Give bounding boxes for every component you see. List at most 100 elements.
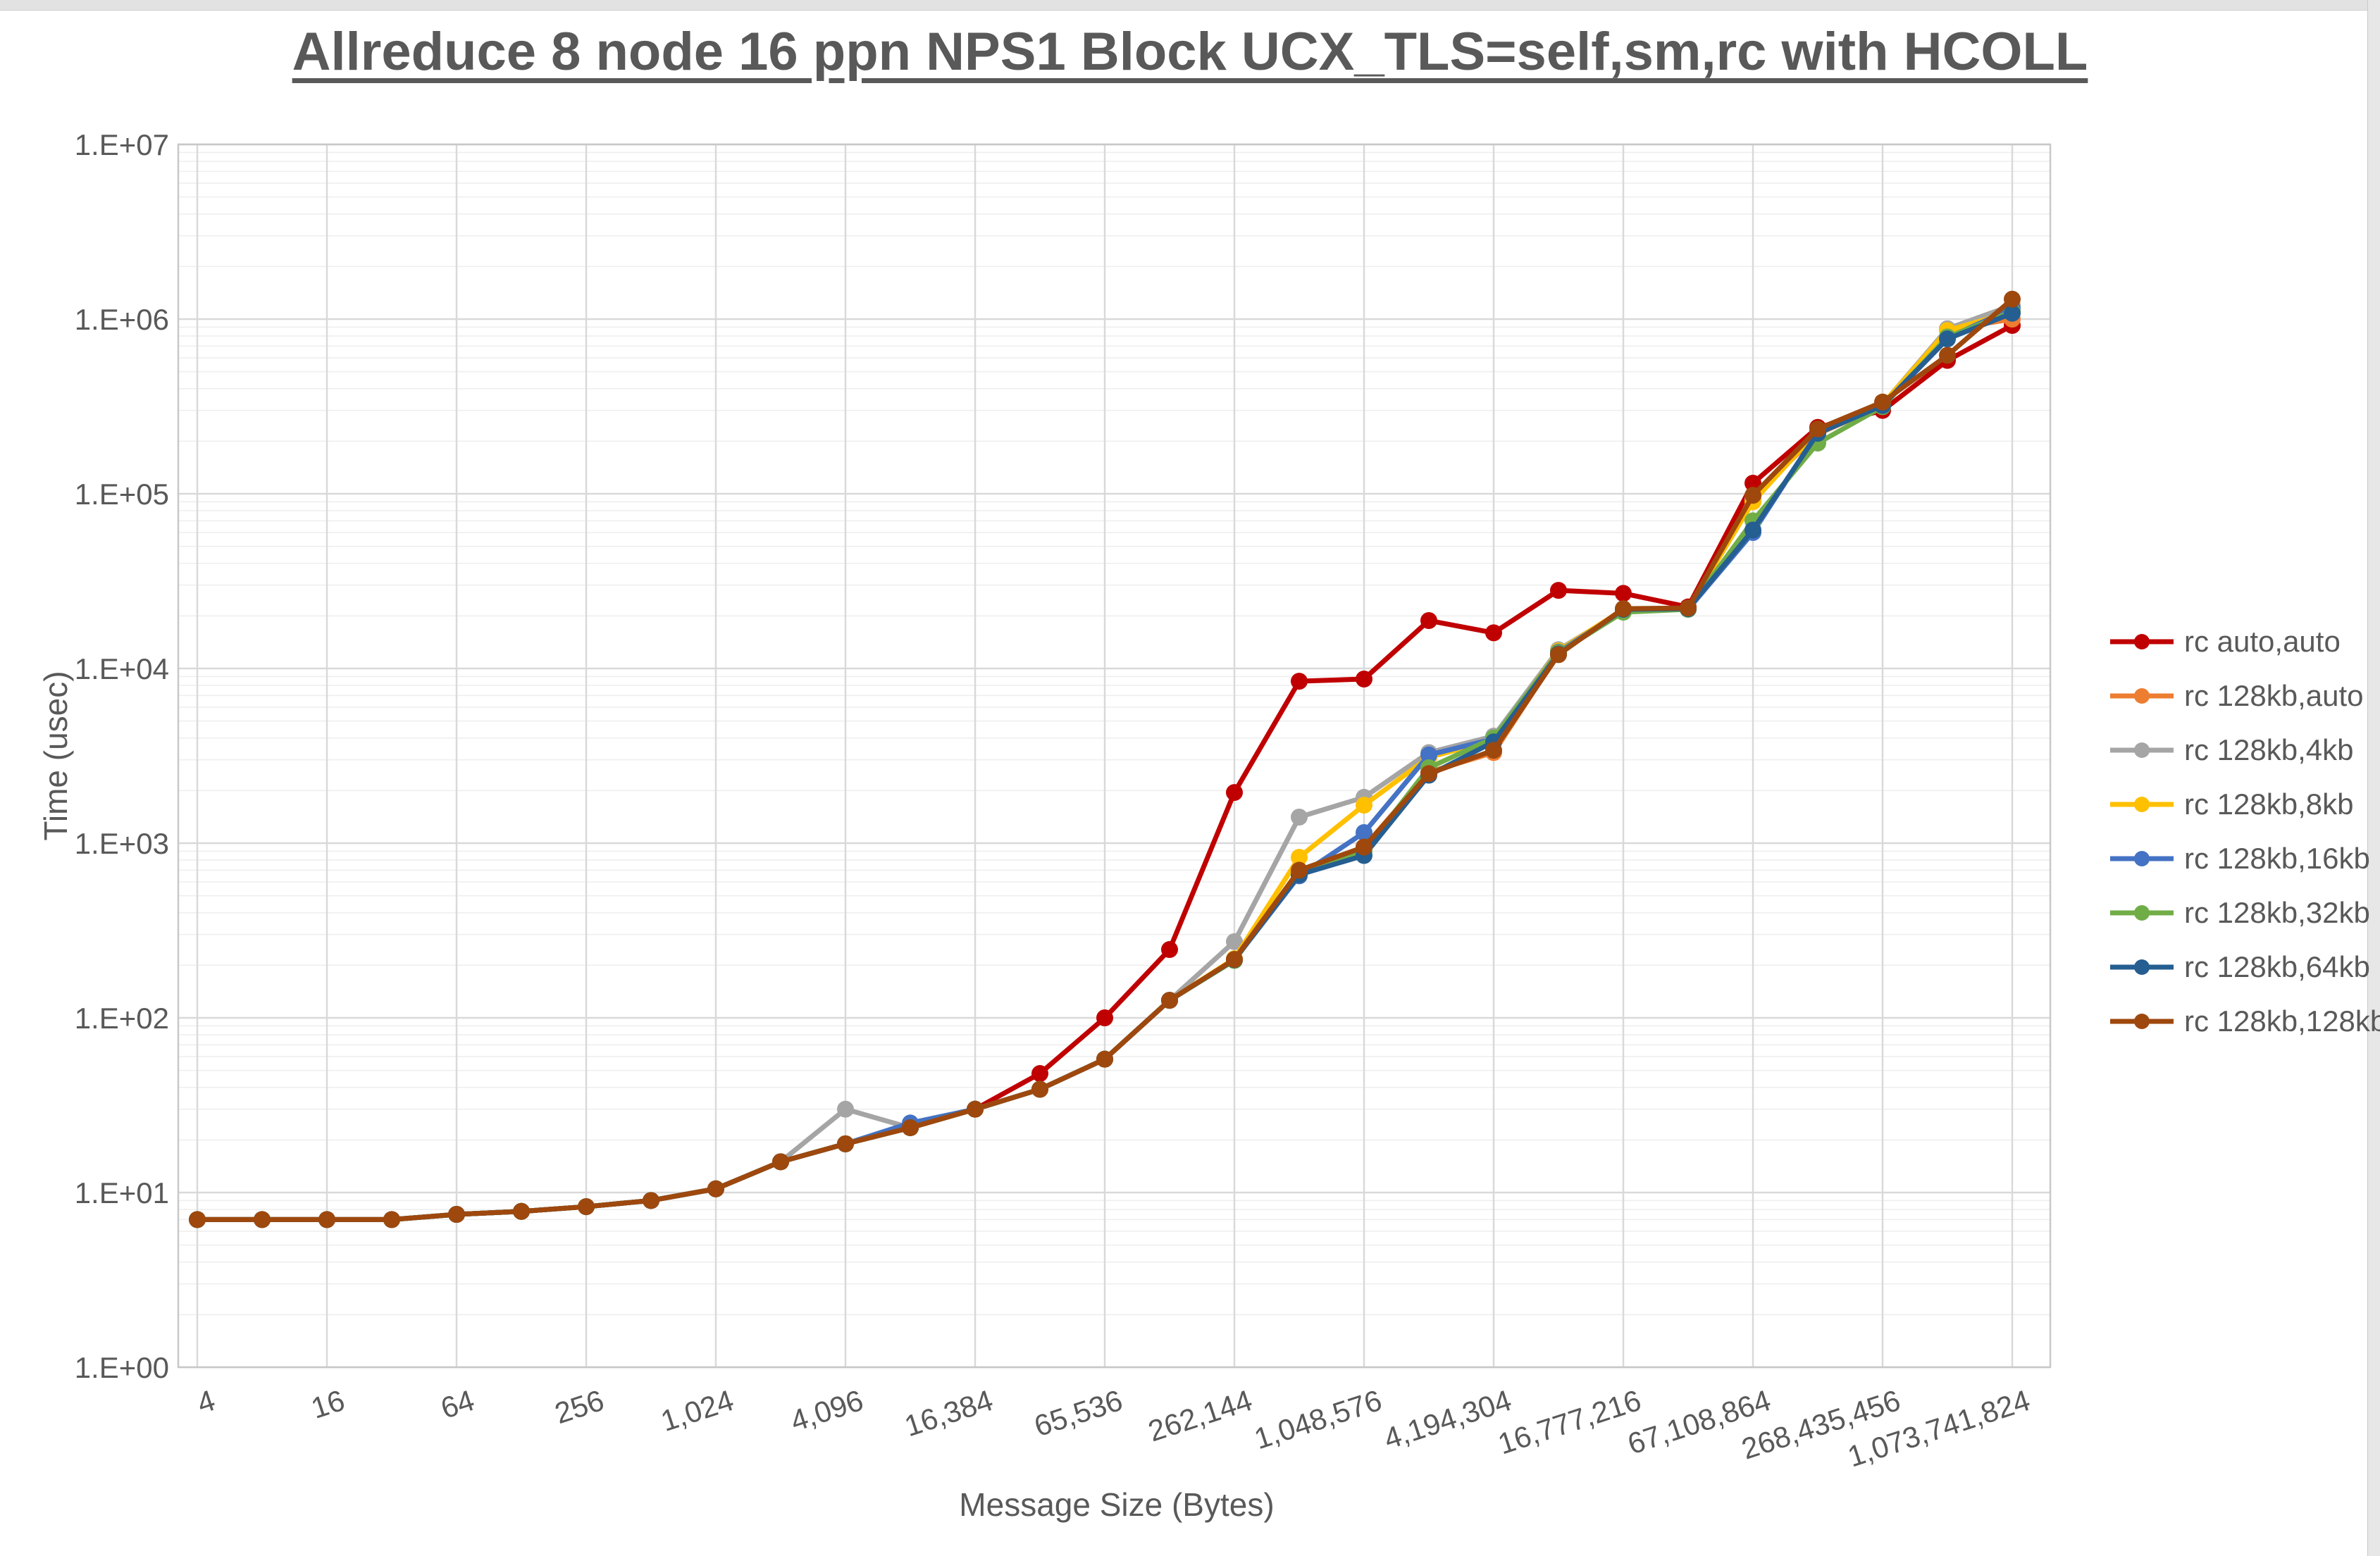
legend-label: rc 128kb,64kb [2184, 950, 2370, 983]
x-tick-label: 16,384 [900, 1383, 997, 1443]
plot-border [177, 143, 2052, 1369]
legend-dot-marker [2134, 742, 2150, 758]
series-dot-rc-128kb-128kb-2097152 [1420, 765, 1437, 783]
series-dot-rc-128kb-128kb-536870912 [1939, 347, 1956, 364]
legend-label: rc 128kb,8kb [2184, 788, 2353, 821]
series-dot-rc-128kb-128kb-268435456 [1874, 393, 1891, 411]
window-top-strip [0, 0, 2380, 11]
window-right-strip [2367, 0, 2380, 1556]
y-tick-label: 1.E+06 [75, 303, 169, 336]
x-tick-label: 1,048,576 [1251, 1383, 1386, 1455]
series-dot-rc-auto-auto-1048576 [1356, 670, 1372, 687]
chart-title: Allreduce 8 node 16 ppn NPS1 Block UCX_T… [292, 22, 2088, 82]
series-dot-rc-128kb-128kb-4194304 [1485, 742, 1502, 759]
x-tick-label: 4 [193, 1383, 219, 1420]
plot-area-border [177, 143, 2052, 1369]
series-dot-rc-128kb-4kb-262144 [1226, 933, 1243, 950]
legend-dot-marker [2134, 797, 2150, 812]
y-tick-label: 1.E+03 [75, 827, 169, 860]
series-dot-rc-128kb-128kb-4096 [837, 1135, 854, 1152]
legend-dot-marker [2134, 1014, 2150, 1029]
series-dot-rc-auto-auto-524288 [1291, 673, 1308, 690]
x-tick-label: 262,144 [1144, 1383, 1256, 1448]
major-gridlines [178, 143, 2050, 1369]
series-dot-rc-128kb-128kb-65536 [1096, 1050, 1113, 1068]
legend-label: rc 128kb,32kb [2184, 896, 2370, 929]
series-dot-rc-128kb-128kb-2048 [772, 1153, 789, 1171]
legend-item-rc-128kb-128kb: rc 128kb,128kb [2110, 1004, 2380, 1038]
series-dot-rc-128kb-4kb-4096 [837, 1100, 854, 1118]
legend-item-rc-128kb-auto: rc 128kb,auto [2110, 679, 2364, 712]
series-dot-rc-auto-auto-65536 [1096, 1009, 1113, 1026]
legend-dot-marker [2134, 959, 2150, 975]
legend-dot-marker [2134, 688, 2150, 704]
y-tick-label: 1.E+05 [75, 478, 169, 511]
series-dot-rc-128kb-128kb-1073741824 [2004, 290, 2021, 308]
series-dot-rc-128kb-16kb-2097152 [1420, 746, 1437, 764]
series-dot-rc-128kb-8kb-524288 [1291, 849, 1308, 866]
y-axis-title: Time (usec) [37, 671, 74, 840]
series-dot-rc-128kb-128kb-256 [578, 1198, 595, 1216]
series-dot-rc-auto-auto-262144 [1226, 784, 1243, 802]
series-dot-rc-auto-auto-131072 [1161, 941, 1178, 959]
x-tick-label: 4,194,304 [1380, 1383, 1516, 1455]
series-dot-rc-auto-auto-2097152 [1420, 612, 1437, 630]
series-dot-rc-128kb-128kb-131072 [1161, 992, 1178, 1009]
legend-item-rc-128kb-8kb: rc 128kb,8kb [2110, 788, 2353, 821]
series-dot-rc-128kb-64kb-67108864 [1744, 521, 1761, 539]
series-dot-rc-128kb-128kb-524288 [1291, 861, 1308, 879]
legend-label: rc 128kb,128kb [2184, 1004, 2380, 1038]
y-tick-label: 1.E+04 [75, 652, 169, 685]
legend-label: rc 128kb,auto [2184, 679, 2364, 712]
y-axis-tick-labels: 1.E+00 1.E+01 1.E+02 1.E+03 1.E+04 1.E+05 1.E+… [75, 128, 169, 1384]
series-dot-rc-128kb-128kb-512 [643, 1192, 659, 1209]
series-dot-rc-128kb-128kb-134217728 [1809, 420, 1826, 437]
series-dot-rc-auto-auto-4194304 [1485, 624, 1502, 642]
series-dot-rc-128kb-16kb-1048576 [1356, 823, 1372, 841]
legend-item-rc-auto-auto: rc auto,auto [2110, 625, 2341, 658]
legend-item-rc-128kb-32kb: rc 128kb,32kb [2110, 896, 2370, 929]
legend-item-rc-128kb-4kb: rc 128kb,4kb [2110, 733, 2353, 766]
series-dot-rc-128kb-128kb-16 [318, 1211, 335, 1228]
series-dot-rc-128kb-128kb-1024 [707, 1180, 724, 1197]
series-dot-rc-128kb-128kb-32 [383, 1211, 400, 1228]
series-dot-rc-128kb-128kb-67108864 [1744, 487, 1761, 504]
series-dot-rc-128kb-128kb-262144 [1226, 951, 1243, 969]
series-dot-rc-128kb-128kb-128 [513, 1202, 530, 1220]
series-dot-rc-128kb-128kb-8192 [902, 1119, 919, 1136]
legend-label: rc 128kb,4kb [2184, 733, 2353, 766]
series-dot-rc-128kb-128kb-8388608 [1550, 646, 1567, 664]
legend-label: rc auto,auto [2184, 625, 2341, 658]
x-axis-tick-labels: 4 16 64 256 1,024 4,096 16,384 65,536 262,1441,0… [193, 1383, 2034, 1474]
series-dot-rc-128kb-128kb-64 [448, 1205, 465, 1223]
y-tick-label: 1.E+02 [75, 1002, 169, 1035]
series-dot-rc-auto-auto-67108864 [1744, 474, 1761, 492]
legend-item-rc-128kb-16kb: rc 128kb,16kb [2110, 842, 2370, 875]
minor-gridlines [178, 151, 2050, 1316]
legend-item-rc-128kb-64kb: rc 128kb,64kb [2110, 950, 2370, 983]
series-dot-rc-128kb-128kb-33554432 [1680, 599, 1697, 617]
series-dot-rc-128kb-64kb-1073741824 [2004, 304, 2021, 322]
x-tick-label: 4,096 [786, 1383, 867, 1438]
y-tick-label: 1.E+00 [75, 1351, 169, 1384]
y-tick-label: 1.E+07 [75, 128, 169, 161]
x-tick-label: 256 [551, 1383, 608, 1430]
vertical-gridlines [196, 144, 2014, 1367]
chart-legend: rc auto,auto rc 128kb,auto rc 128kb,4kb rc … [2110, 625, 2380, 1038]
series-dot-rc-128kb-8kb-1048576 [1356, 797, 1372, 814]
data-series [189, 290, 2021, 1228]
y-tick-label: 1.E+01 [75, 1176, 169, 1209]
legend-label: rc 128kb,16kb [2184, 842, 2370, 875]
x-tick-label: 16,777,216 [1494, 1383, 1644, 1461]
series-dot-rc-128kb-128kb-16384 [967, 1100, 984, 1118]
x-tick-label: 1,024 [657, 1383, 737, 1438]
series-dot-rc-128kb-4kb-524288 [1291, 808, 1308, 826]
series-dot-rc-128kb-64kb-536870912 [1939, 330, 1956, 348]
legend-dot-marker [2134, 905, 2150, 921]
legend-dot-marker [2134, 634, 2150, 649]
series-dot-rc-auto-auto-16777216 [1615, 585, 1632, 602]
x-tick-label: 64 [437, 1383, 478, 1425]
series-dot-rc-128kb-128kb-1048576 [1356, 838, 1372, 856]
x-tick-label: 16 [307, 1383, 349, 1425]
